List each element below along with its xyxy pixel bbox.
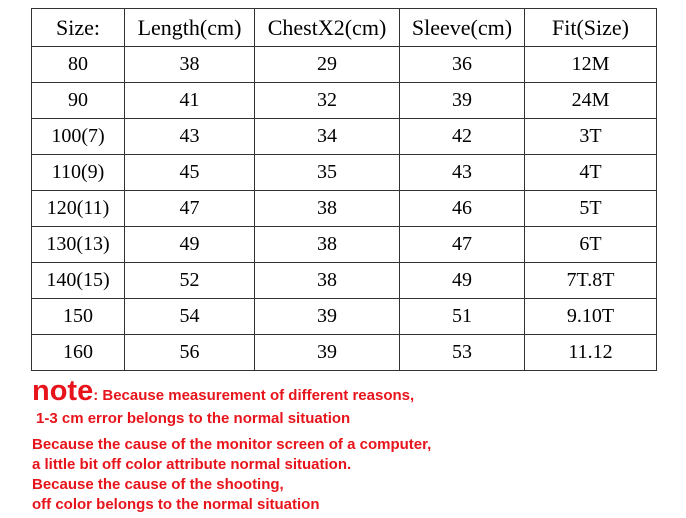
table-cell: 34 [254, 118, 400, 155]
table-row: 90 41 32 39 24M [31, 82, 657, 119]
table-cell: 38 [254, 226, 400, 263]
table-cell: 7T.8T [524, 262, 657, 299]
table-row: 110(9) 45 35 43 4T [31, 154, 657, 191]
table-cell: 35 [254, 154, 400, 191]
table-cell: 51 [399, 298, 525, 335]
table-row: 160 56 39 53 11.12 [31, 334, 657, 371]
table-cell: 39 [254, 298, 400, 335]
table-cell: 54 [124, 298, 255, 335]
table-cell: 24M [524, 82, 657, 119]
header-cell: ChestX2(cm) [254, 8, 400, 47]
table-cell: 140(15) [31, 262, 125, 299]
note-line: Because the cause of the monitor screen … [32, 436, 432, 453]
table-cell: 9.10T [524, 298, 657, 335]
table-cell: 53 [399, 334, 525, 371]
table-cell: 36 [399, 46, 525, 83]
table-cell: 47 [399, 226, 525, 263]
note-first-line: note: Because measurement of different r… [32, 375, 414, 408]
header-cell: Fit(Size) [524, 8, 657, 47]
table-cell: 46 [399, 190, 525, 227]
table-cell: 80 [31, 46, 125, 83]
table-cell: 120(11) [31, 190, 125, 227]
header-cell: Size: [31, 8, 125, 47]
table-cell: 45 [124, 154, 255, 191]
table-row: 130(13) 49 38 47 6T [31, 226, 657, 263]
table-cell: 32 [254, 82, 400, 119]
table-cell: 43 [399, 154, 525, 191]
table-cell: 5T [524, 190, 657, 227]
table-row: 120(11) 47 38 46 5T [31, 190, 657, 227]
table-cell: 47 [124, 190, 255, 227]
table-cell: 150 [31, 298, 125, 335]
note-text: : Because measurement of different reaso… [93, 387, 415, 404]
table-cell: 39 [399, 82, 525, 119]
table-cell: 49 [124, 226, 255, 263]
table-row: 150 54 39 51 9.10T [31, 298, 657, 335]
table-body: 80 38 29 36 12M 90 41 32 39 24M 100(7) 43 34 42 3T 110(… [31, 46, 657, 371]
size-table: Size: Length(cm) ChestX2(cm) Sleeve(cm) Fit(… [31, 8, 657, 371]
header-row: Size: Length(cm) ChestX2(cm) Sleeve(cm) Fit(… [31, 8, 657, 47]
header-cell: Sleeve(cm) [399, 8, 525, 47]
table-row: 100(7) 43 34 42 3T [31, 118, 657, 155]
table-cell: 3T [524, 118, 657, 155]
table-cell: 43 [124, 118, 255, 155]
table-cell: 6T [524, 226, 657, 263]
table-cell: 41 [124, 82, 255, 119]
header-cell: Length(cm) [124, 8, 255, 47]
table-cell: 130(13) [31, 226, 125, 263]
table-cell: 90 [31, 82, 125, 119]
table-cell: 38 [254, 262, 400, 299]
table-cell: 11.12 [524, 334, 657, 371]
note-line: Because the cause of the shooting, [32, 476, 284, 493]
note-line: 1-3 cm error belongs to the normal situa… [36, 410, 351, 427]
table-cell: 12M [524, 46, 657, 83]
table-cell: 52 [124, 262, 255, 299]
table-cell: 49 [399, 262, 525, 299]
table-cell: 38 [124, 46, 255, 83]
note-line: a little bit off color attribute normal … [32, 456, 352, 473]
note-line: off color belongs to the normal situatio… [32, 496, 320, 513]
table-row: 140(15) 52 38 49 7T.8T [31, 262, 657, 299]
table-row: 80 38 29 36 12M [31, 46, 657, 83]
table-cell: 39 [254, 334, 400, 371]
table-cell: 160 [31, 334, 125, 371]
table-cell: 38 [254, 190, 400, 227]
note-label: note [32, 375, 94, 407]
table-cell: 4T [524, 154, 657, 191]
table-cell: 100(7) [31, 118, 125, 155]
table-cell: 56 [124, 334, 255, 371]
table-cell: 29 [254, 46, 400, 83]
table-header: Size: Length(cm) ChestX2(cm) Sleeve(cm) Fit(… [31, 8, 657, 47]
table-cell: 110(9) [31, 154, 125, 191]
table-cell: 42 [399, 118, 525, 155]
